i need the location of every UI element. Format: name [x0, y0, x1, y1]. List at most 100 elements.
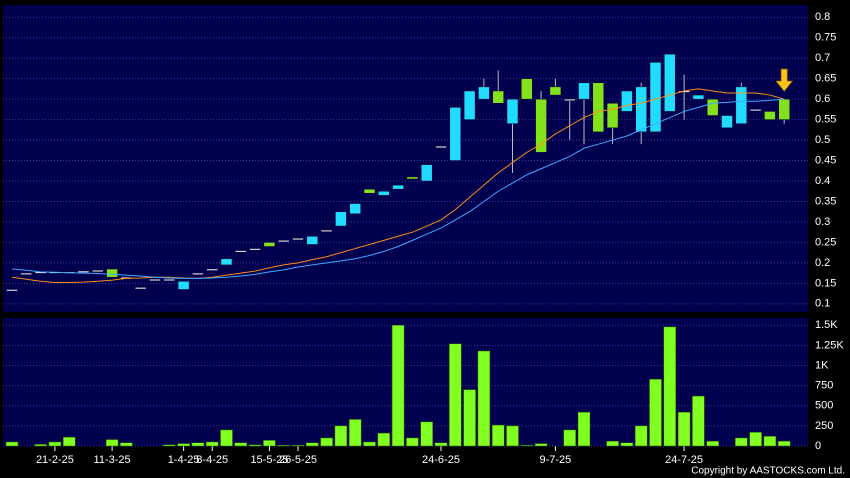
candle-body: [449, 107, 462, 161]
volume-bar: [320, 437, 333, 447]
volume-bar: [363, 441, 376, 447]
y-tick-label: 0.2: [815, 257, 830, 269]
candle-body: [649, 62, 662, 133]
candle-body: [435, 145, 447, 148]
volume-bar: [248, 444, 262, 447]
y-tick-label: 1.25K: [815, 339, 844, 351]
y-tick-label: 0.55: [815, 114, 836, 126]
y-tick-label: 0.3: [815, 216, 830, 228]
candle-body: [6, 289, 18, 292]
candle-body: [220, 258, 233, 266]
candle-body: [249, 248, 261, 251]
candle-body: [563, 98, 576, 101]
moving-average-line: [11, 98, 785, 279]
candle-body: [277, 240, 290, 243]
volume-bar: [234, 442, 248, 447]
candle-body: [592, 82, 605, 133]
y-tick-label: 500: [815, 400, 833, 412]
volume-bar: [677, 411, 691, 447]
y-tick-label: 1K: [815, 359, 829, 371]
candle-body: [778, 98, 790, 120]
volume-bar: [777, 440, 791, 447]
y-tick-label: 0.65: [815, 73, 836, 85]
volume-bar: [749, 432, 762, 447]
volume-bar: [34, 444, 47, 447]
candle-body: [392, 184, 404, 190]
volume-bar: [205, 441, 219, 447]
candle-body: [635, 86, 647, 133]
candle-body: [235, 250, 247, 253]
y-tick-label: 0.8: [815, 11, 830, 23]
candle-body: [521, 78, 533, 100]
candle-body: [492, 90, 504, 104]
candle-body: [363, 188, 376, 194]
y-tick-label: 250: [815, 420, 833, 432]
volume-bar: [291, 444, 305, 447]
volume-bar: [62, 436, 76, 447]
x-tick-label: 15-5-25: [250, 454, 288, 466]
candle-body: [578, 82, 590, 100]
x-tick-label: 11-3-25: [94, 454, 131, 466]
volume-bar: [763, 436, 777, 447]
volume-bar: [663, 326, 677, 447]
y-tick-label: 0: [815, 440, 821, 452]
volume-bar: [306, 442, 319, 447]
y-tick-label: 0.1: [815, 298, 830, 310]
candle-body: [664, 53, 676, 112]
volume-bar: [406, 437, 419, 447]
volume-bar: [48, 441, 62, 447]
y-tick-label: 0.5: [815, 134, 830, 146]
candle-body: [735, 86, 748, 124]
volume-bar: [520, 444, 534, 447]
candle-body: [92, 269, 104, 272]
volume-bar: [220, 429, 233, 447]
candle-body: [134, 287, 147, 290]
candle-body: [77, 270, 90, 273]
volume-bar: [606, 440, 619, 447]
volume-bar: [163, 444, 176, 447]
y-tick-label: 0.35: [815, 195, 836, 207]
volume-bar: [477, 350, 491, 447]
x-tick-label: 1-4-25: [168, 454, 200, 466]
candle-body: [306, 236, 319, 245]
volume-bar: [105, 439, 119, 447]
volume-bar: [692, 395, 705, 447]
candle-body: [478, 86, 490, 100]
volume-bar: [634, 425, 648, 447]
y-tick-label: 0.7: [815, 52, 830, 64]
candle-body: [721, 115, 733, 129]
volume-bar: [649, 378, 662, 447]
candle-body: [378, 190, 390, 196]
candle-body: [20, 272, 33, 275]
x-tick-label: 24-7-25: [665, 454, 703, 466]
candle-body: [149, 279, 161, 282]
candle-body: [549, 86, 562, 96]
volume-bar: [563, 429, 576, 447]
y-tick-label: 0.6: [815, 93, 830, 105]
volume-bar: [391, 324, 405, 447]
y-tick-label: 0.25: [815, 236, 836, 248]
y-tick-label: 0.45: [815, 154, 836, 166]
candle-body: [692, 94, 705, 100]
y-tick-label: 0.15: [815, 277, 836, 289]
volume-bar: [191, 442, 205, 447]
volume-bar: [420, 421, 433, 447]
candle-body: [621, 90, 633, 112]
candle-body: [535, 98, 547, 153]
moving-average-line: [11, 88, 785, 284]
x-tick-label: 26-5-25: [279, 454, 317, 466]
volume-bar: [463, 389, 476, 447]
copyright: Copyright by AASTOCKS.com Ltd.: [691, 466, 845, 477]
volume-bar: [534, 443, 548, 447]
volume-bar: [348, 419, 362, 447]
y-tick-label: 0.75: [815, 32, 836, 44]
volume-bar: [735, 437, 748, 447]
x-tick-label: 21-2-25: [36, 454, 74, 466]
candle-body: [606, 102, 619, 129]
y-tick-label: 1.5K: [815, 319, 838, 331]
candle-body: [506, 98, 519, 124]
volume-bar: [263, 440, 276, 447]
candle-body: [420, 164, 433, 182]
candle-body: [749, 109, 762, 112]
candle-body: [406, 176, 419, 180]
